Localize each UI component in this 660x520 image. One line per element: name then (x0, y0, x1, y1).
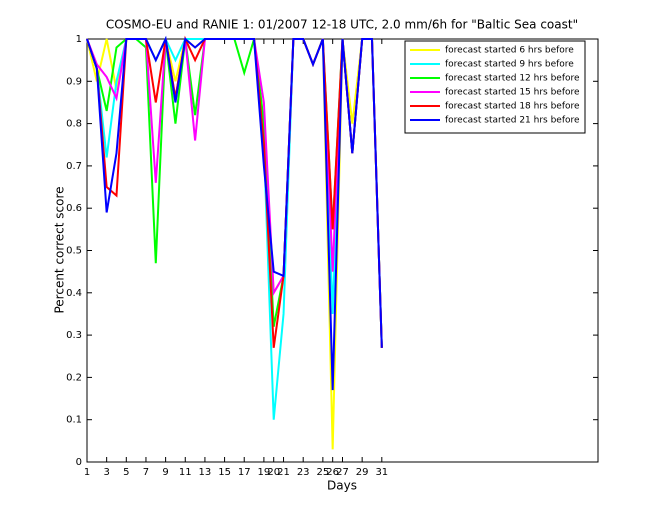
x-tick-label: 19 (258, 467, 271, 478)
legend-label: forecast started 18 hrs before (445, 102, 580, 112)
y-tick-label: 0.2 (66, 372, 82, 383)
y-tick-label: 0.4 (66, 288, 82, 299)
x-tick-label: 7 (143, 467, 149, 478)
x-tick-label: 20 (267, 467, 280, 478)
x-tick-label: 1 (84, 467, 90, 478)
x-tick-label: 5 (123, 467, 129, 478)
legend-box (404, 40, 586, 134)
x-tick-label: 21 (277, 467, 290, 478)
x-axis-label: Days (327, 479, 357, 493)
y-tick-label: 0.7 (66, 161, 82, 172)
legend-label: forecast started 6 hrs before (445, 46, 574, 56)
legend-label: forecast started 12 hrs before (445, 74, 580, 84)
x-tick-label: 11 (179, 467, 192, 478)
x-tick-label: 27 (336, 467, 349, 478)
legend-label: forecast started 9 hrs before (445, 60, 574, 70)
x-tick-label: 15 (218, 467, 231, 478)
legend-label: forecast started 15 hrs before (445, 88, 580, 98)
x-tick-label: 13 (199, 467, 212, 478)
y-tick-label: 0.3 (66, 330, 82, 341)
y-tick-label: 0.5 (66, 246, 82, 257)
legend-label: forecast started 21 hrs before (445, 116, 580, 126)
x-tick-label: 29 (356, 467, 369, 478)
x-tick-label: 3 (103, 467, 109, 478)
x-tick-label: 9 (162, 467, 168, 478)
x-tick-label: 26 (326, 467, 339, 478)
x-tick-label: 23 (297, 467, 310, 478)
y-tick-label: 0.9 (66, 76, 82, 87)
y-tick-label: 0.8 (66, 119, 82, 130)
y-tick-label: 1 (76, 34, 82, 45)
y-tick-label: 0.6 (66, 203, 82, 214)
y-axis-label: Percent correct score (53, 186, 67, 313)
series-line (86, 35, 383, 391)
x-tick-label: 25 (316, 467, 329, 478)
y-tick-label: 0.1 (66, 415, 82, 426)
x-tick-label: 17 (238, 467, 251, 478)
y-tick-label: 0 (76, 457, 82, 468)
x-tick-label: 31 (375, 467, 388, 478)
chart-title: COSMO-EU and RANIE 1: 01/2007 12-18 UTC,… (106, 18, 578, 32)
